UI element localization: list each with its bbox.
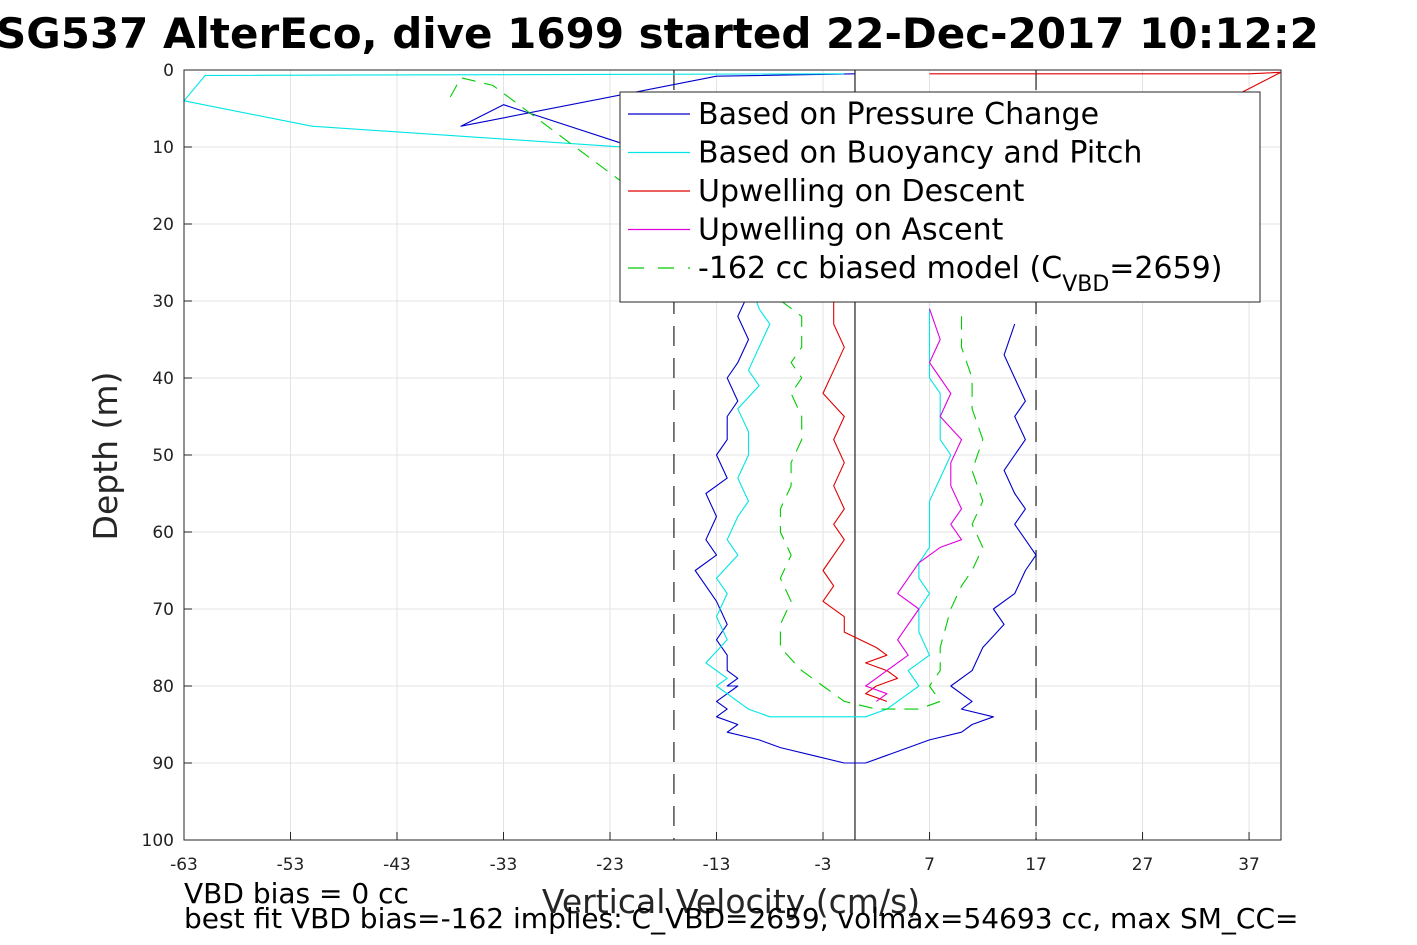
y-tick-label: 80 <box>152 677 174 697</box>
y-tick-label: 90 <box>152 754 174 774</box>
x-tick-label: 17 <box>1025 855 1047 875</box>
y-tick-label: 40 <box>152 369 174 389</box>
y-tick-label: 70 <box>152 600 174 620</box>
legend-entry-label: Upwelling on Descent <box>698 174 1025 209</box>
footer-vbd-bias: VBD bias = 0 cc <box>184 877 409 910</box>
y-tick-label: 60 <box>152 523 174 543</box>
legend-entry-label: Based on Buoyancy and Pitch <box>698 136 1142 171</box>
footer-best-fit: best fit VBD bias=-162 implies: C_VBD=26… <box>184 902 1298 935</box>
y-tick-label: 20 <box>152 215 174 235</box>
x-axis-ticks: -63 -53 -43 -33 -23 -13 -3 7 17 27 37 <box>170 832 1260 875</box>
series-line-based-on-buoyancy-and-pitch <box>183 73 952 718</box>
chart-title: SG537 AlterEco, dive 1699 started 22-Dec… <box>0 9 1319 58</box>
x-tick-label: -53 <box>277 855 305 875</box>
y-tick-label: 10 <box>152 138 174 158</box>
x-tick-label: -23 <box>596 855 624 875</box>
x-tick-label: -33 <box>490 855 518 875</box>
legend-items: Based on Pressure Change Based on Buoyanc… <box>628 97 1222 297</box>
y-tick-label: 50 <box>152 446 174 466</box>
legend: Based on Pressure Change Based on Buoyanc… <box>619 91 1261 303</box>
series-line-upwelling-on-ascent <box>865 308 963 702</box>
x-tick-label: -3 <box>815 855 832 875</box>
x-tick-label: -13 <box>703 855 731 875</box>
y-tick-label: 30 <box>152 292 174 312</box>
y-axis-label: Depth (m) <box>86 372 125 541</box>
legend-entry-label: Based on Pressure Change <box>698 97 1099 132</box>
series-group <box>183 71 1282 764</box>
y-tick-label: 0 <box>163 61 174 81</box>
series-line-based-on-pressure-change <box>460 73 1037 764</box>
y-axis-ticks: 0 10 20 30 40 50 60 70 80 90 100 <box>142 61 192 851</box>
x-tick-label: -63 <box>170 855 198 875</box>
x-axis-label: Vertical Velocity (cm/s) <box>542 882 920 921</box>
x-tick-label: -43 <box>383 855 411 875</box>
y-tick-label: 100 <box>142 831 174 851</box>
x-tick-label: 37 <box>1238 855 1260 875</box>
x-tick-label: 27 <box>1132 855 1154 875</box>
legend-box <box>619 91 1261 303</box>
series-line-upwelling-on-descent <box>822 71 1282 702</box>
x-tick-label: 7 <box>924 855 935 875</box>
legend-entry-label: -162 cc biased model (CVBD=2659) <box>698 251 1222 297</box>
legend-entry-label: Upwelling on Ascent <box>698 213 1004 248</box>
series-line-162-cc-biased-model-c-vbd-2659 <box>449 77 984 710</box>
